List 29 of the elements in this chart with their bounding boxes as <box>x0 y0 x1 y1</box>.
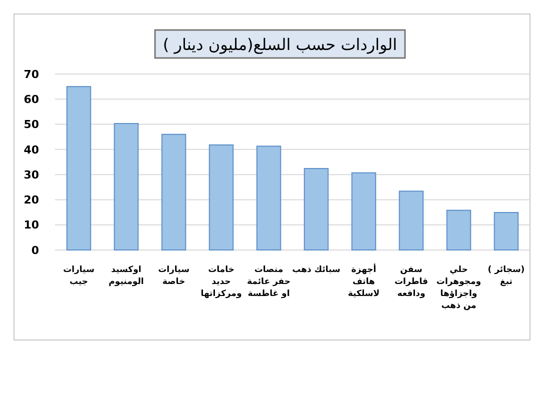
bar <box>256 146 282 250</box>
bar <box>161 134 186 250</box>
y-tick-label: 0 <box>31 244 40 257</box>
bar <box>304 168 329 250</box>
y-tick-label: 30 <box>24 168 40 182</box>
bar <box>66 86 92 250</box>
x-tick-label: سفن قاطرات ودافعه <box>394 265 428 299</box>
x-tick-label: سيارات جيب <box>63 265 94 287</box>
x-tick-label: اوكسيد الومنيوم <box>108 265 144 287</box>
x-tick-label: حلي ومجوهرات واجزاؤها من ذهب <box>436 265 482 311</box>
y-tick-label: 60 <box>24 92 40 106</box>
bar <box>114 123 139 250</box>
y-tick-label: 10 <box>24 218 40 232</box>
y-tick-label: 40 <box>24 143 40 156</box>
x-tick-label: خامات حديد ومركزاتها <box>200 265 242 299</box>
x-tick-label: منصات حفر عائمة او غاطسة <box>246 265 291 299</box>
x-tick-label: (سجائر ) تبغ <box>488 265 525 287</box>
bar <box>494 212 519 250</box>
x-tick-label: أجهزة هاتف لاسلكية <box>348 263 380 299</box>
chart-title: الواردات حسب السلع(مليون دينار ) <box>162 35 398 54</box>
bar <box>446 210 472 250</box>
y-tick-label: 70 <box>24 68 40 81</box>
y-tick-label: 20 <box>24 194 40 207</box>
x-tick-label: سيارات خاصة <box>158 265 190 287</box>
x-tick-label: سبائك ذهب <box>292 265 340 275</box>
y-tick-label: 50 <box>24 118 40 132</box>
bar <box>208 144 234 250</box>
bar <box>398 190 424 250</box>
bar <box>351 172 376 250</box>
